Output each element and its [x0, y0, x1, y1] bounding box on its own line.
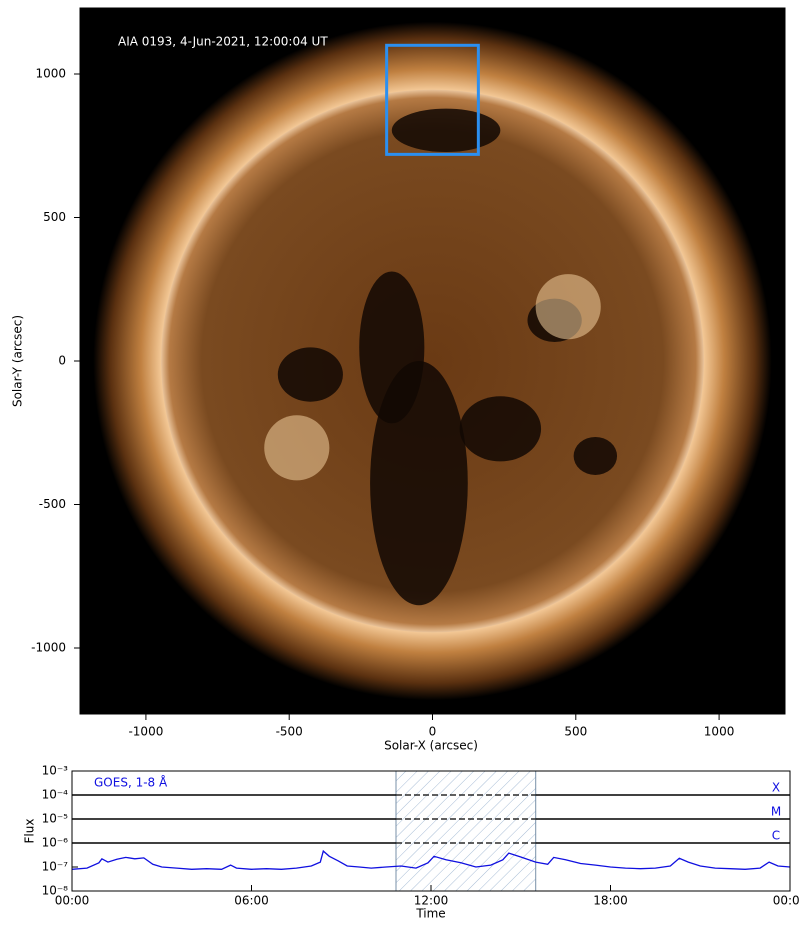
solar-image-panel: AIA 0193, 4-Jun-2021, 12:00:04 UT Solar-…: [11, 7, 786, 753]
y-tick-label: 10⁻⁵: [42, 812, 69, 826]
goes-panel: Time Flux XMC GOES, 1-8 Å 00:00 06:00 12:00 1…: [23, 764, 799, 921]
active-region: [535, 274, 601, 340]
class-label: X: [772, 781, 780, 795]
x-axis-label: Time: [415, 907, 445, 921]
y-axis-label: Flux: [23, 819, 37, 844]
x-tick-label: -500: [276, 725, 303, 739]
y-tick-label: 500: [43, 210, 66, 224]
y-tick-label: 10⁻⁴: [42, 788, 69, 802]
x-tick-label: 18:00: [593, 894, 628, 908]
coronal-hole: [391, 108, 501, 153]
region-box: [385, 43, 480, 156]
coronal-hole: [573, 436, 618, 475]
x-tick-label: 1000: [704, 725, 735, 739]
image-annotation: AIA 0193, 4-Jun-2021, 12:00:04 UT: [118, 35, 328, 49]
y-tick-label: -1000: [31, 640, 66, 654]
x-tick-label: 06:00: [234, 894, 269, 908]
y-axis-label: Solar-Y (arcsec): [11, 315, 25, 407]
coronal-hole: [459, 396, 542, 462]
x-axis-label: Solar-X (arcsec): [384, 739, 478, 753]
y-tick-label: 10⁻³: [42, 764, 69, 778]
flux-line: [71, 849, 791, 870]
x-tick-label: 00:00: [55, 894, 90, 908]
class-label: C: [772, 829, 780, 843]
x-tick-label: 12:00: [414, 894, 449, 908]
disk: [161, 89, 704, 633]
x-tick-label: -1000: [128, 725, 163, 739]
solar-disk: [93, 21, 772, 701]
coronal-hole: [277, 347, 343, 402]
y-tick-label: 10⁻⁷: [42, 860, 69, 874]
shaded-range: [395, 770, 537, 892]
y-tick-label: 1000: [35, 67, 66, 81]
x-tick-label: 500: [564, 725, 587, 739]
x-tick-label: 0: [429, 725, 437, 739]
y-tick-label: 10⁻⁶: [42, 836, 69, 850]
y-tick-label: 10⁻⁸: [42, 884, 69, 898]
y-tick-label: -500: [39, 497, 66, 511]
chart-title: GOES, 1-8 Å: [94, 775, 168, 790]
class-label: M: [771, 805, 781, 819]
coronal-hole: [370, 361, 468, 606]
x-tick-label: 00:00: [773, 894, 799, 908]
active-region: [264, 415, 330, 481]
y-tick-label: 0: [58, 354, 66, 368]
